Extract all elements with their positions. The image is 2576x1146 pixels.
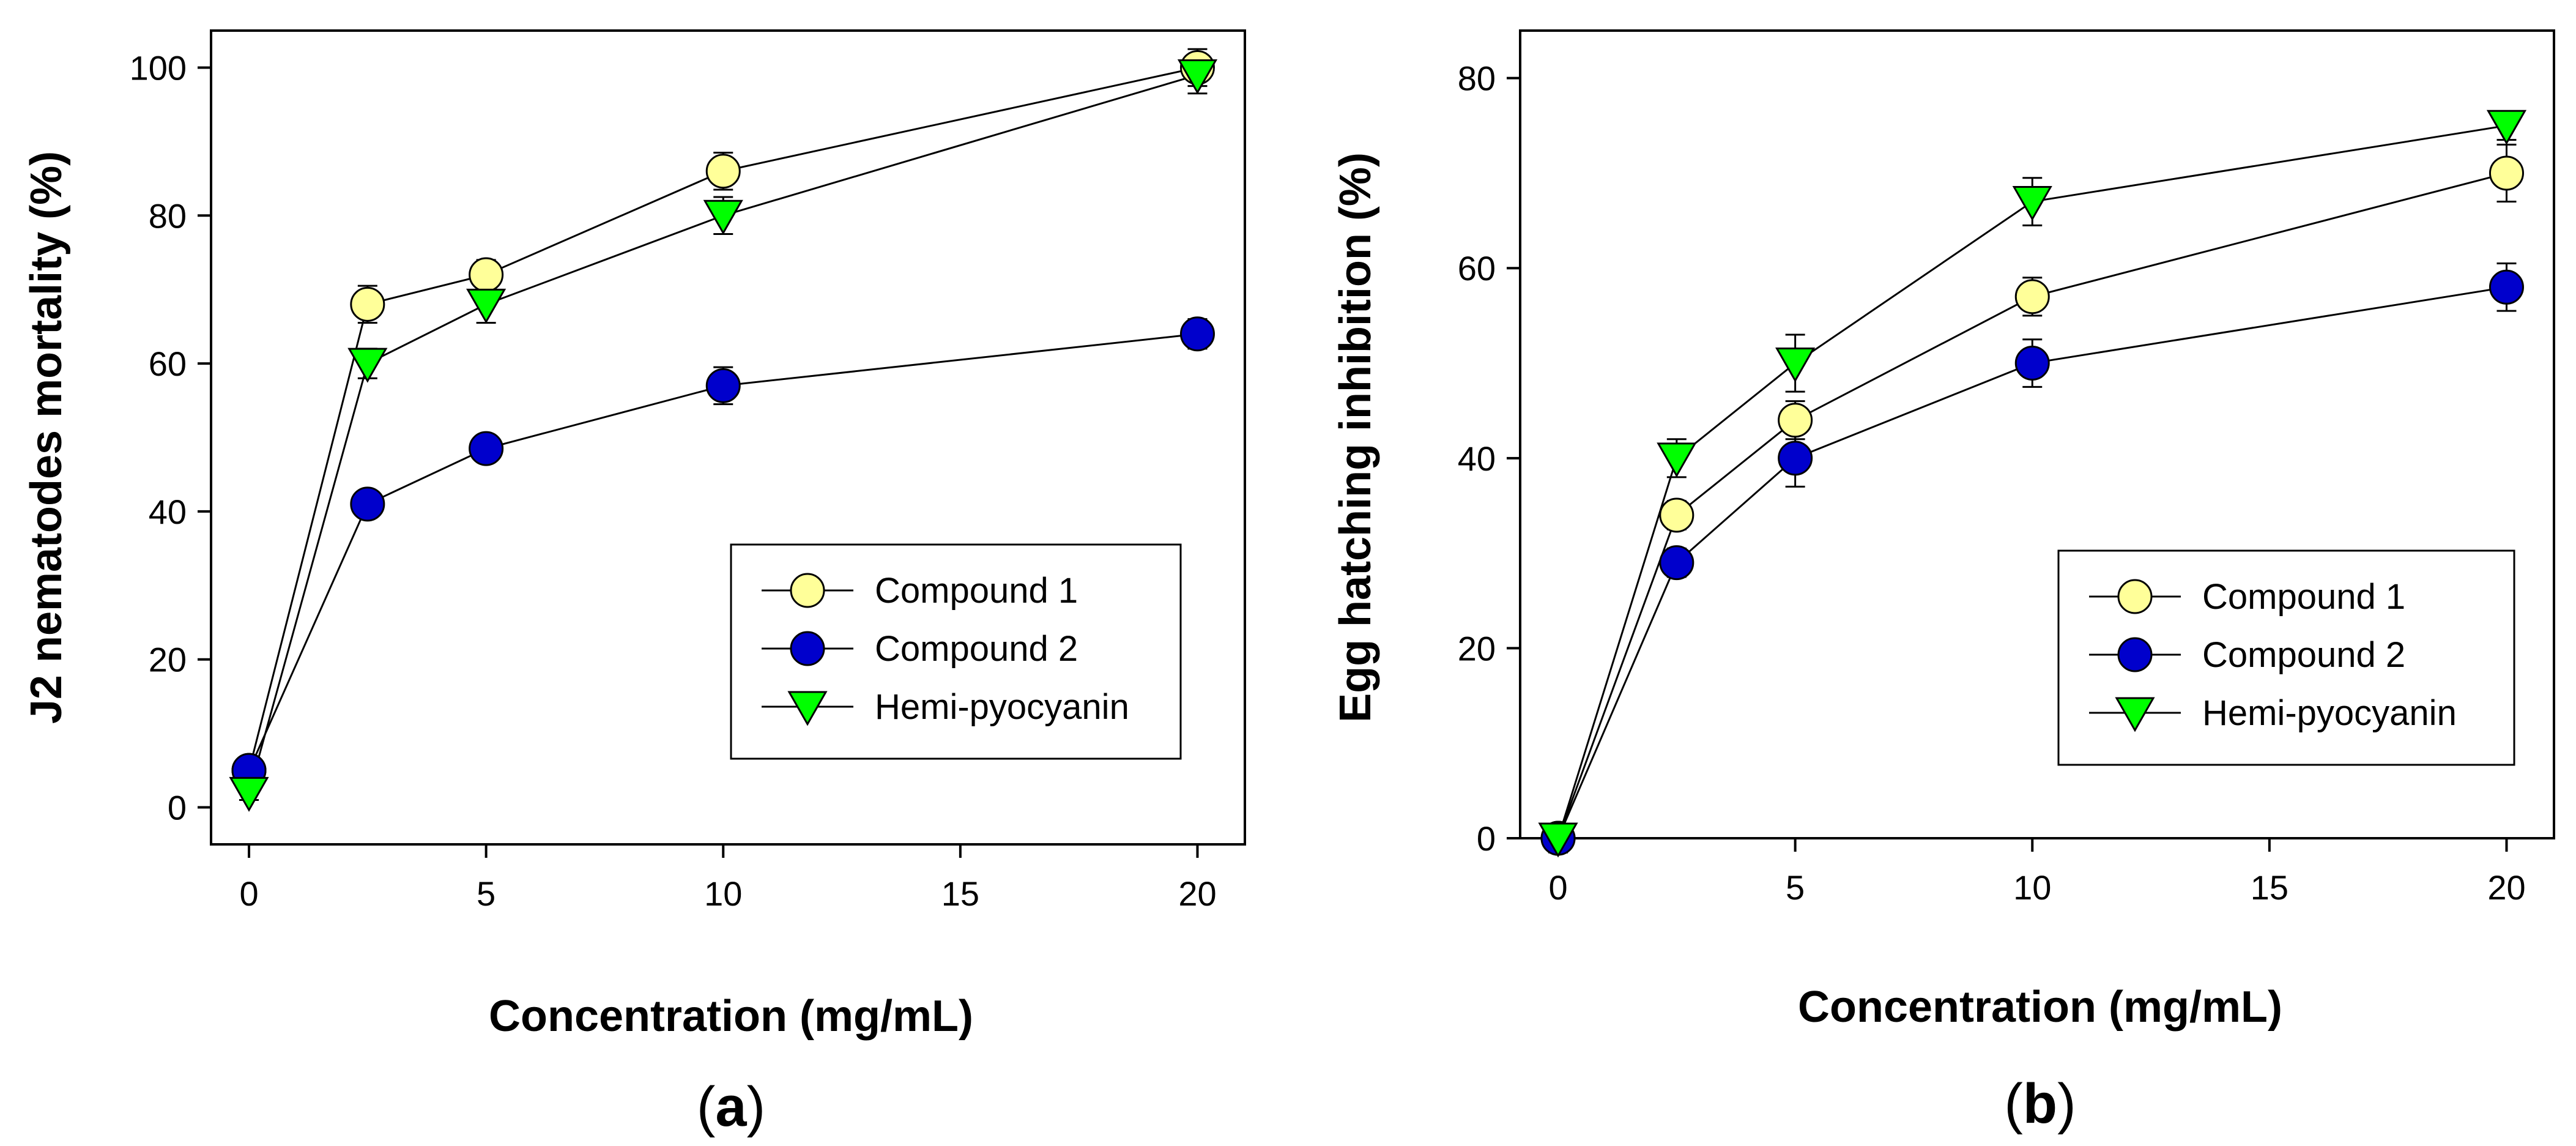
legend-marker-b-2 xyxy=(2115,697,2155,732)
data-point-a-0-3 xyxy=(705,154,741,189)
y-tick-label-b-40: 40 xyxy=(1458,439,1496,478)
legend-a: Compound 1 Compound 2 Hemi-pyocyanin xyxy=(730,543,1182,760)
y-tick-label-a-100: 100 xyxy=(130,48,187,87)
data-point-a-2-1 xyxy=(347,348,388,383)
x-tick-label-b-10: 10 xyxy=(2013,868,2051,907)
plot-frame-a xyxy=(210,29,1246,846)
plot-frame-b xyxy=(1519,29,2555,839)
y-tick-label-a-0: 0 xyxy=(168,789,187,827)
x-tick-label-b-20: 20 xyxy=(2487,868,2525,907)
data-point-b-0-4 xyxy=(2489,155,2524,191)
x-tick-label-a-10: 10 xyxy=(704,874,742,913)
y-axis-title-b: Egg hatching inhibition (%) xyxy=(1331,152,1380,723)
y-tick-label-b-0: 0 xyxy=(1477,819,1496,858)
legend-marker-b-0 xyxy=(2117,579,2153,614)
panel-label-a: (a) xyxy=(697,1076,765,1138)
y-tick-label-a-80: 80 xyxy=(149,196,187,235)
y-tick-label-b-20: 20 xyxy=(1458,629,1496,668)
y-tick-label-b-60: 60 xyxy=(1458,249,1496,288)
x-tick-label-b-0: 0 xyxy=(1548,868,1567,907)
data-point-a-2-0 xyxy=(229,776,269,812)
data-point-a-2-4 xyxy=(1177,59,1218,95)
data-point-a-1-4 xyxy=(1179,316,1215,352)
panel-label-b: (b) xyxy=(2004,1073,2076,1135)
data-point-a-2-3 xyxy=(703,199,743,235)
y-tick-label-a-20: 20 xyxy=(149,641,187,679)
data-point-a-1-3 xyxy=(705,368,741,403)
data-point-b-0-2 xyxy=(1778,403,1813,438)
data-point-b-1-3 xyxy=(2014,346,2050,381)
data-point-b-2-2 xyxy=(1775,348,1816,383)
data-point-a-0-2 xyxy=(469,257,504,292)
data-point-a-0-1 xyxy=(350,286,385,322)
panel-b: Compound 1 Compound 2 Hemi-pyocyanin Conce… xyxy=(1331,29,2555,1135)
y-tick-label-b-80: 80 xyxy=(1458,59,1496,98)
data-point-b-0-3 xyxy=(2014,279,2050,314)
x-tick-label-b-5: 5 xyxy=(1786,868,1805,907)
data-point-b-1-4 xyxy=(2489,269,2524,305)
x-tick-label-a-0: 0 xyxy=(239,874,258,913)
y-tick-label-a-60: 60 xyxy=(149,344,187,383)
data-point-a-2-2 xyxy=(466,288,507,324)
legend-label-b-0: Compound 1 xyxy=(2202,577,2405,617)
data-point-a-1-2 xyxy=(469,431,504,466)
x-tick-label-b-15: 15 xyxy=(2251,868,2288,907)
panel-a: Compound 1 Compound 2 Hemi-pyocyanin Conce… xyxy=(22,29,1246,1138)
legend-marker-b-1 xyxy=(2117,637,2153,672)
legend-marker-a-0 xyxy=(790,573,825,608)
legend-label-a-0: Compound 1 xyxy=(875,571,1078,611)
legend-label-b-2: Hemi-pyocyanin xyxy=(2202,693,2457,733)
data-point-b-1-1 xyxy=(1659,545,1694,581)
legend-marker-a-2 xyxy=(787,691,828,726)
data-point-b-1-2 xyxy=(1778,441,1813,476)
data-point-b-2-1 xyxy=(1657,442,1697,478)
x-tick-label-a-15: 15 xyxy=(941,874,979,913)
data-point-b-2-3 xyxy=(2012,186,2052,221)
legend-marker-a-1 xyxy=(790,631,825,666)
data-point-b-2-4 xyxy=(2486,110,2527,145)
y-axis-title-a: J2 nematodes mortality (%) xyxy=(22,151,71,724)
y-tick-label-a-40: 40 xyxy=(149,493,187,531)
data-point-b-0-1 xyxy=(1659,497,1694,533)
data-point-a-1-1 xyxy=(350,486,385,522)
x-tick-label-a-20: 20 xyxy=(1178,874,1216,913)
legend-label-b-1: Compound 2 xyxy=(2202,635,2405,675)
legend-b: Compound 1 Compound 2 Hemi-pyocyanin xyxy=(2057,549,2515,766)
legend-label-a-2: Hemi-pyocyanin xyxy=(875,687,1129,727)
legend-label-a-1: Compound 2 xyxy=(875,629,1078,669)
x-tick-label-a-5: 5 xyxy=(477,874,496,913)
x-axis-title-b: Concentration (mg/mL) xyxy=(1798,983,2282,1032)
x-axis-title-a: Concentration (mg/mL) xyxy=(489,992,973,1041)
data-point-b-2-0 xyxy=(1538,822,1578,858)
